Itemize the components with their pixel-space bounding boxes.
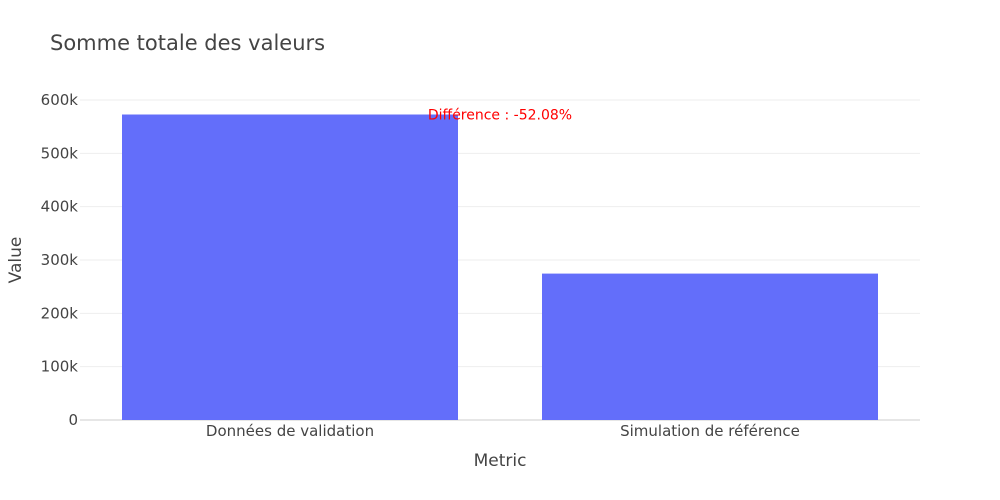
bar-1 bbox=[122, 114, 458, 421]
x-axis-ticks: Données de validation Simulation de référ… bbox=[206, 422, 800, 440]
y-tick-label: 400k bbox=[41, 198, 79, 216]
y-tick-label: 600k bbox=[41, 91, 79, 109]
bars bbox=[122, 114, 878, 421]
y-tick-label: 100k bbox=[41, 358, 79, 376]
x-tick-label: Simulation de référence bbox=[620, 422, 800, 440]
y-tick-label: 500k bbox=[41, 144, 79, 162]
x-axis-title: Metric bbox=[474, 451, 527, 471]
y-axis-title: Value bbox=[6, 237, 26, 284]
x-tick-label: Données de validation bbox=[206, 422, 374, 440]
y-axis-ticks: 0 100k 200k 300k 400k 500k 600k bbox=[41, 91, 79, 429]
y-tick-label: 0 bbox=[68, 411, 78, 429]
y-tick-label: 300k bbox=[41, 251, 79, 269]
y-tick-label: 200k bbox=[41, 304, 79, 322]
difference-annotation: Différence : -52.08% bbox=[428, 108, 572, 124]
bar-2 bbox=[542, 273, 878, 420]
chart-title: Somme totale des valeurs bbox=[50, 31, 325, 55]
